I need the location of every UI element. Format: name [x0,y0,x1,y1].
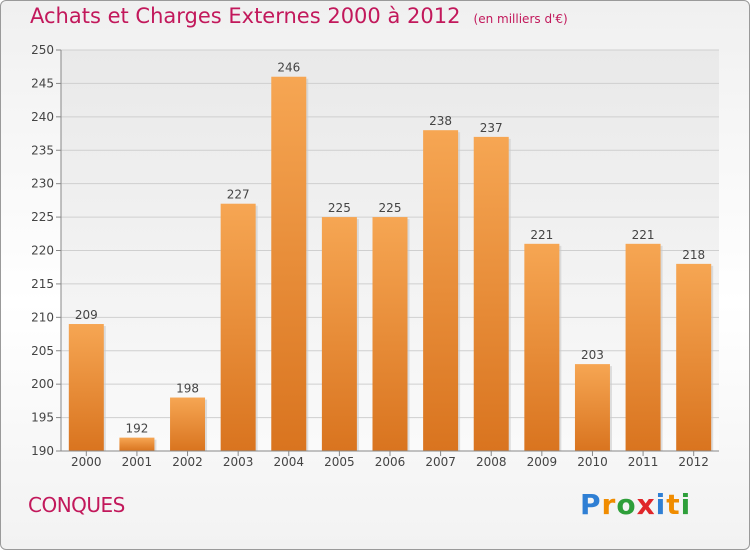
y-tick-label: 230 [31,177,54,191]
bar [625,243,661,451]
bar [170,397,206,451]
data-label: 238 [429,114,452,128]
y-tick-label: 220 [31,244,54,258]
bar [321,217,357,451]
bar [372,217,408,451]
data-label: 225 [379,201,402,215]
data-label: 218 [682,248,705,262]
x-tick-label: 2002 [172,455,203,469]
y-tick-label: 245 [31,76,54,90]
data-label: 227 [227,188,250,202]
bar [119,437,155,451]
y-tick-label: 250 [31,43,54,57]
data-labels: 209 192 198 227 246 225 225 238 237 221 203 221 218 [75,61,705,436]
location-name: CONQUES [28,493,125,517]
y-tick-label: 235 [31,143,54,157]
brand-letter: r [601,488,617,521]
bar [68,324,104,451]
brand-letter: P [580,488,602,521]
brand-letter: i [655,488,667,521]
y-tick-label: 190 [31,444,54,458]
chart-title: Achats et Charges Externes 2000 à 2012 [30,4,461,28]
x-tick-label: 2006 [375,455,406,469]
brand-letter: x [636,488,656,521]
chart-subtitle: (en milliers d'€) [473,12,568,26]
data-label: 246 [277,61,300,75]
x-tick-label: 2003 [223,455,254,469]
x-tick-label: 2005 [324,455,355,469]
data-label: 198 [176,382,199,396]
y-tick-label: 240 [31,110,54,124]
x-tick-label: 2008 [476,455,507,469]
data-label: 209 [75,308,98,322]
data-label: 221 [530,228,553,242]
x-axis: 2000 2001 2002 2003 2004 2005 2006 2007 2008 2009… [61,450,719,469]
data-label: 192 [125,422,148,436]
x-tick-label: 2001 [122,455,153,469]
y-tick-label: 210 [31,310,54,324]
y-tick-label: 195 [31,411,54,425]
y-axis: 190 195 200 205 210 215 220 225 230 235 240 245 250 [31,43,62,458]
y-tick-label: 200 [31,377,54,391]
brand-letter: t [666,488,681,521]
bar [574,364,610,451]
x-tick-label: 2011 [628,455,659,469]
bar [423,130,459,451]
title-line: Achats et Charges Externes 2000 à 2012 (… [30,4,568,28]
x-tick-label: 2000 [71,455,102,469]
bar [524,243,560,451]
x-tick-label: 2010 [577,455,608,469]
x-tick-label: 2009 [527,455,558,469]
data-label: 221 [632,228,655,242]
data-label: 225 [328,201,351,215]
bars [68,76,714,451]
bar [220,203,256,451]
bar [676,263,712,451]
brand-logo: Proxiti [580,488,691,521]
data-label: 237 [480,121,503,135]
data-label: 203 [581,348,604,362]
x-tick-label: 2007 [425,455,456,469]
y-tick-label: 215 [31,277,54,291]
brand-letter: i [680,488,692,521]
x-tick-label: 2004 [273,455,304,469]
y-tick-label: 225 [31,210,54,224]
bar [473,136,509,451]
y-tick-label: 205 [31,344,54,358]
brand-letter: o [616,488,637,521]
bar [271,76,307,451]
x-tick-label: 2012 [678,455,709,469]
